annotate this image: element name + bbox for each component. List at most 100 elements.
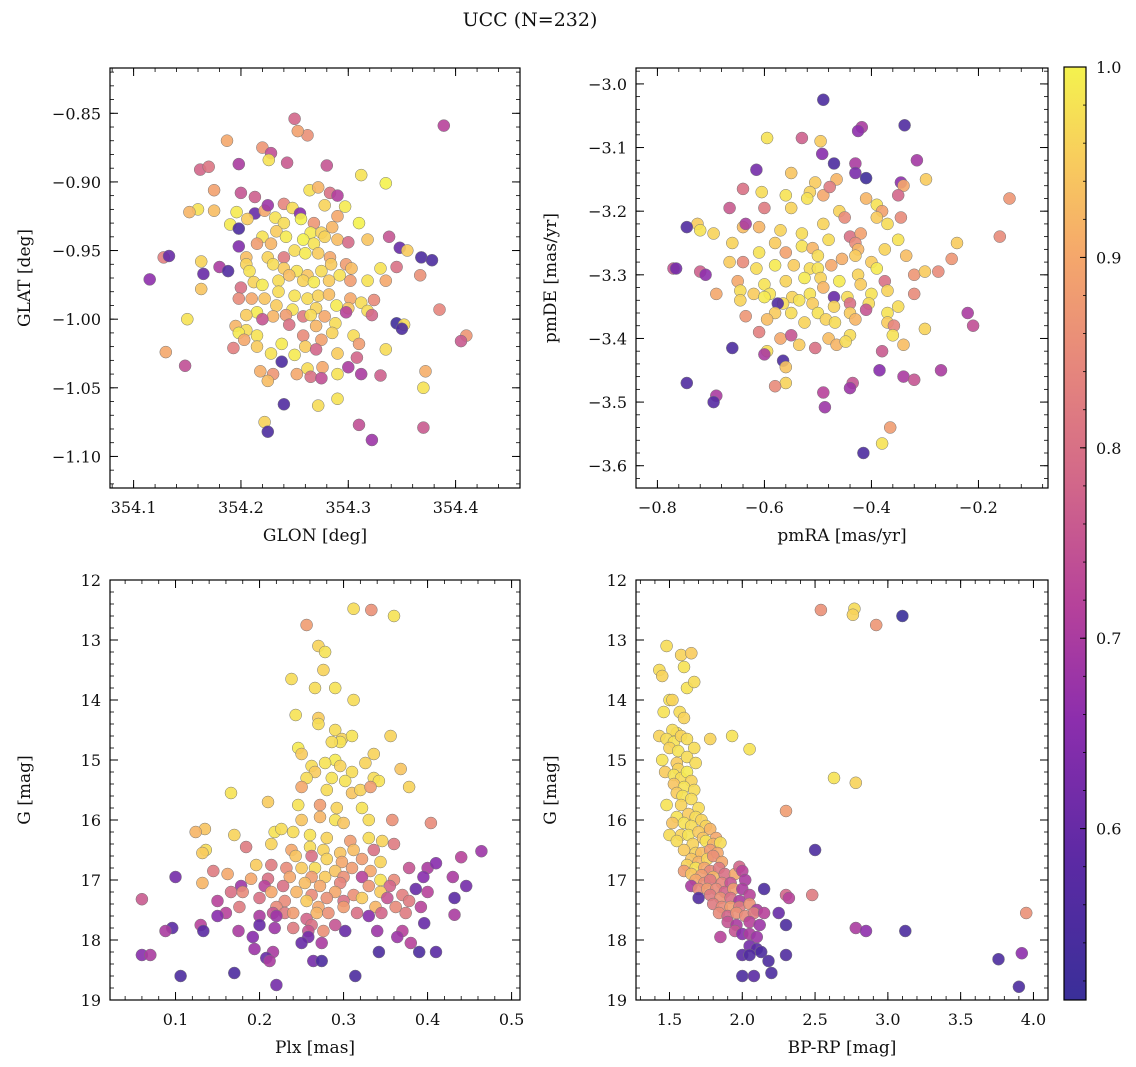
data-point (283, 870, 297, 884)
data-point (268, 921, 281, 935)
data-point (202, 160, 215, 174)
panel-cmd: 1.5 2.0 2.5 3.0 3.5 4.0 12 13 14 15 16 17 18 19 BP-RP … (541, 571, 1049, 1058)
data-point (674, 648, 688, 662)
data-point (897, 338, 910, 352)
data-point (768, 236, 782, 250)
data-point (277, 398, 291, 411)
data-point (932, 265, 945, 278)
data-point (264, 237, 278, 250)
data-point (277, 251, 291, 264)
data-point (282, 318, 296, 331)
data-point (328, 723, 342, 737)
data-point (383, 879, 397, 893)
data-point (784, 166, 798, 180)
data-point (220, 134, 234, 147)
data-point (246, 930, 260, 944)
data-point (248, 942, 261, 956)
data-point (237, 333, 251, 347)
data-point (355, 891, 369, 905)
colorbar-gradient (1063, 66, 1087, 1001)
x-tick-label: 4.0 (1021, 1010, 1046, 1029)
data-point (919, 173, 933, 186)
data-point (950, 236, 964, 250)
data-point (1019, 906, 1033, 920)
y-tick-label: −3.6 (588, 457, 627, 476)
data-point (849, 249, 862, 262)
data-point (750, 262, 763, 275)
scatter-points (143, 112, 473, 447)
x-tick-label: 0.4 (415, 1010, 440, 1029)
data-point (448, 891, 461, 905)
data-point (782, 891, 796, 905)
data-point (291, 798, 305, 812)
data-point (859, 303, 873, 317)
data-point (417, 421, 430, 434)
data-point (211, 894, 224, 908)
data-point (387, 837, 401, 851)
data-point (412, 945, 426, 959)
data-point (240, 308, 253, 322)
data-point (680, 732, 694, 746)
data-point (687, 741, 701, 755)
data-point (270, 909, 283, 923)
data-point (851, 124, 865, 138)
data-point (693, 224, 707, 237)
data-point (846, 608, 860, 622)
data-point (389, 900, 402, 914)
data-point (228, 966, 241, 980)
data-point (265, 837, 278, 851)
data-point (907, 287, 921, 301)
data-point (286, 825, 300, 839)
axes-frame (109, 579, 521, 1001)
data-point (859, 171, 873, 185)
data-point (349, 969, 362, 983)
data-point (415, 251, 428, 264)
data-point (779, 948, 793, 962)
data-point (811, 249, 825, 262)
data-point (325, 771, 339, 785)
data-point (739, 309, 752, 323)
data-point (898, 119, 911, 132)
data-point (338, 200, 352, 213)
data-point (743, 742, 756, 756)
data-point (753, 918, 766, 932)
data-point (758, 348, 771, 361)
data-point (322, 288, 336, 301)
data-point (787, 259, 801, 272)
data-point (289, 849, 302, 863)
x-tick-label: 0.2 (247, 1010, 272, 1029)
data-point (354, 168, 368, 182)
data-point (250, 329, 264, 342)
data-point (849, 776, 863, 790)
data-point (347, 602, 360, 616)
data-point (275, 337, 288, 351)
data-point (249, 858, 263, 872)
data-point (870, 262, 884, 275)
data-point (265, 858, 278, 872)
data-point (330, 299, 343, 312)
data-point (261, 374, 275, 388)
colorbar: 0.6 0.7 0.8 0.9 1.0 (1063, 58, 1121, 1001)
data-point (823, 180, 836, 194)
data-point (263, 954, 276, 968)
data-point (1015, 946, 1029, 960)
data-point (454, 334, 468, 348)
data-point (261, 199, 275, 212)
data-point (183, 205, 196, 219)
data-point (750, 163, 763, 177)
data-point (657, 705, 670, 719)
data-point (910, 154, 924, 167)
data-point (379, 177, 393, 190)
data-point (918, 265, 932, 278)
data-point (827, 300, 841, 313)
y-tick-label: 16 (607, 811, 627, 830)
data-point (891, 300, 905, 313)
data-point (359, 756, 372, 770)
data-point (433, 303, 446, 316)
data-point (194, 282, 208, 296)
data-point (394, 762, 407, 776)
data-point (309, 319, 323, 333)
data-point (299, 247, 312, 260)
data-point (162, 249, 176, 263)
data-point (875, 344, 889, 358)
